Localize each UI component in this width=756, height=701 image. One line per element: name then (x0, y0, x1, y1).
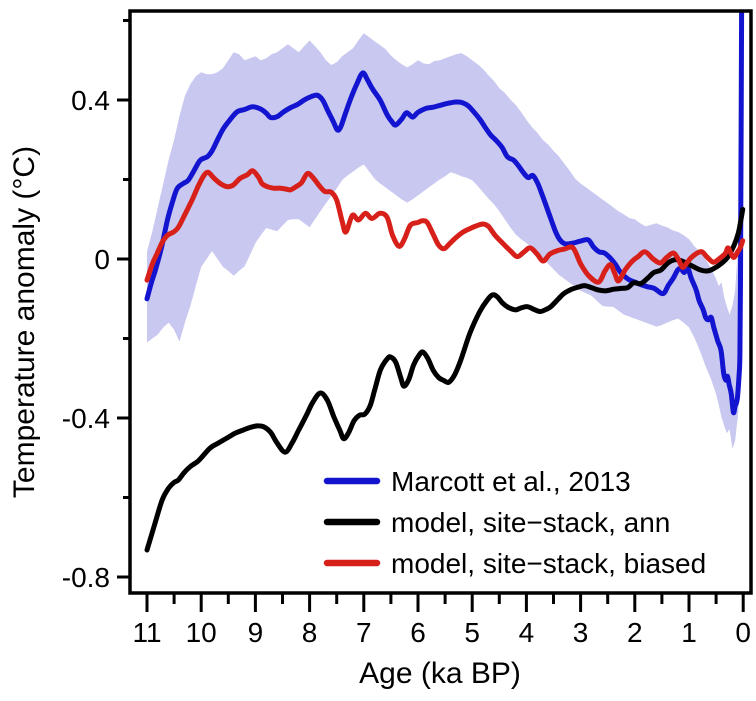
model-ann-curve (144, 206, 746, 553)
legend-item-model-ann: model, site−stack, ann (323, 507, 670, 538)
legend-label-marcott: Marcott et al., 2013 (391, 466, 631, 497)
model-biased-curve (144, 168, 746, 285)
x-tick-label: 3 (573, 617, 589, 648)
x-tick-label: 7 (356, 617, 372, 648)
x-tick-label: 8 (302, 617, 318, 648)
x-tick-label: 0 (735, 617, 751, 648)
legend-item-marcott: Marcott et al., 2013 (323, 466, 631, 497)
x-tick-label: 2 (627, 617, 643, 648)
uncertainty-band (147, 11, 742, 449)
x-tick-label: 1 (681, 617, 697, 648)
y-tick-label: -0.4 (62, 403, 110, 434)
x-tick-label: 9 (248, 617, 264, 648)
y-tick-label: 0 (94, 244, 110, 275)
legend-item-model-biased: model, site−stack, biased (323, 548, 706, 579)
axis-ticks (117, 19, 745, 612)
legend: Marcott et al., 2013 model, site−stack, … (323, 466, 706, 579)
plot-border (128, 9, 753, 595)
x-tick-label: 11 (132, 617, 161, 648)
y-tick-label: -0.8 (62, 562, 110, 593)
x-tick-label: 5 (464, 617, 480, 648)
plot-area (144, 11, 746, 553)
x-tick-label: 10 (186, 617, 217, 648)
marcott-curve (144, 11, 745, 416)
legend-label-model-ann: model, site−stack, ann (391, 507, 670, 538)
axis-tick-labels: 11 10 9 8 7 6 5 4 3 2 1 00.40-0.4-0.8 (62, 85, 751, 648)
x-tick-label: 4 (519, 617, 535, 648)
y-axis-title: Temperature anomaly (°C) (8, 146, 41, 498)
legend-label-model-biased: model, site−stack, biased (391, 548, 706, 579)
x-axis-title: Age (ka BP) (359, 657, 521, 690)
y-tick-label: 0.4 (71, 85, 110, 116)
x-tick-label: 6 (410, 617, 426, 648)
